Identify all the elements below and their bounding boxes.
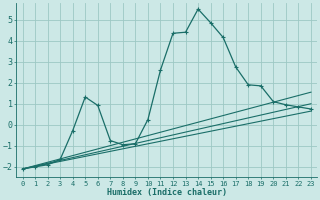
- X-axis label: Humidex (Indice chaleur): Humidex (Indice chaleur): [107, 188, 227, 197]
